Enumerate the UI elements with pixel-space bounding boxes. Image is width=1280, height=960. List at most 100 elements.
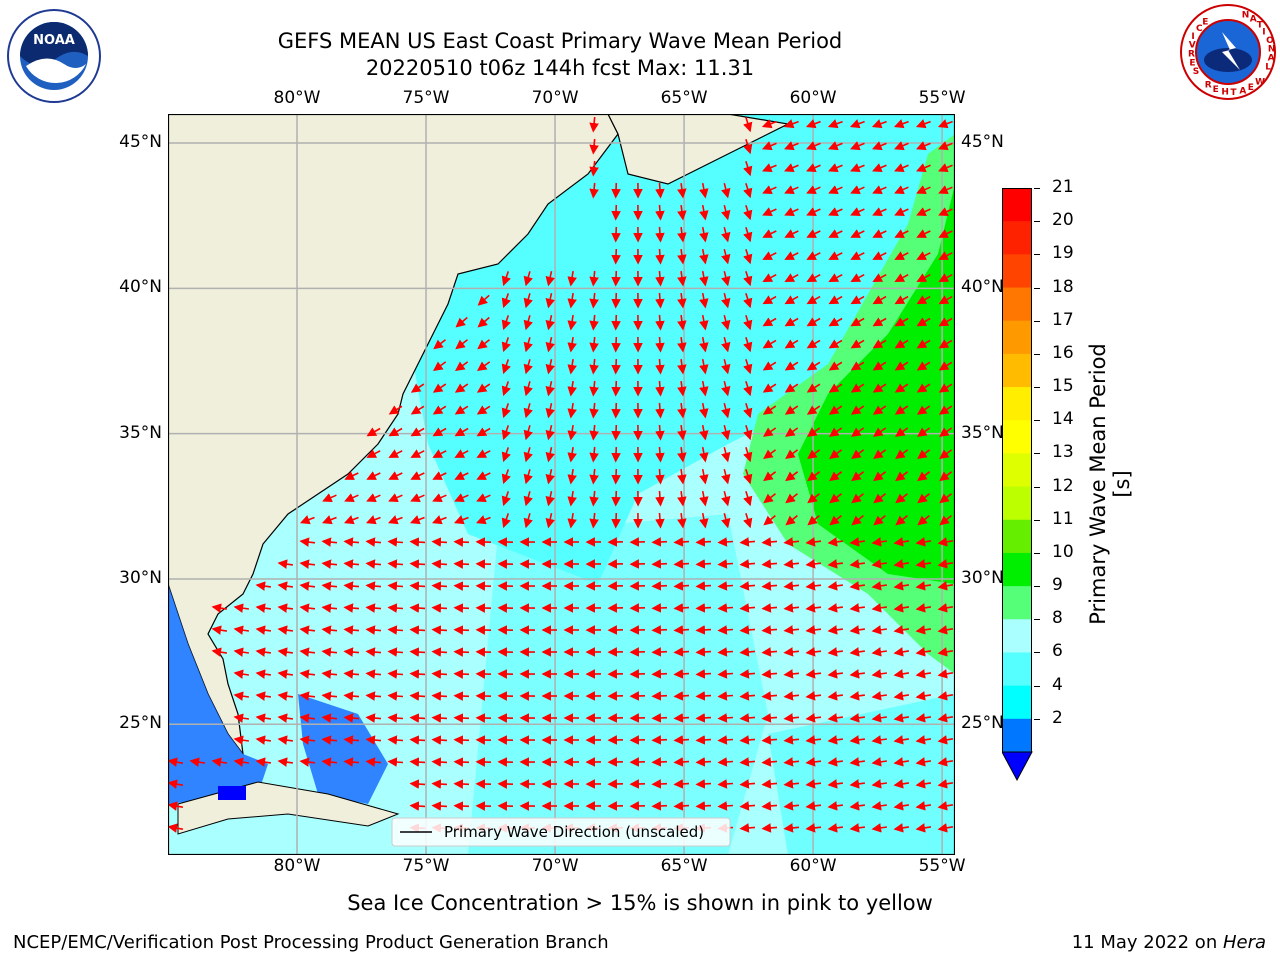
wave-arrow: [523, 447, 533, 463]
wave-arrow: [938, 405, 953, 415]
wave-arrow: [410, 449, 425, 458]
wave-arrow: [655, 512, 665, 529]
wave-arrow: [871, 669, 888, 679]
lon-tick-label: 55°W: [918, 856, 966, 876]
wave-arrow: [937, 713, 954, 723]
colorbar-tick-label: 19: [1052, 243, 1074, 264]
wave-arrow: [255, 581, 272, 591]
colorbar-tick-label: 6: [1052, 641, 1063, 662]
wave-arrow: [894, 251, 909, 260]
wave-arrow: [895, 449, 909, 460]
colorbar-segment: [1002, 320, 1032, 355]
wave-arrow: [894, 361, 909, 371]
wave-arrow: [806, 185, 821, 194]
wave-arrow: [545, 381, 555, 397]
map-legend: Primary Wave Direction (unscaled): [391, 817, 731, 847]
wave-arrow: [321, 647, 338, 657]
wave-arrow: [433, 339, 446, 350]
wave-arrow: [739, 801, 756, 811]
wave-arrow: [611, 490, 621, 507]
colorbar-segment: [1002, 387, 1032, 421]
wave-arrow: [785, 493, 798, 504]
wave-arrow: [299, 735, 316, 745]
wave-arrow: [655, 490, 665, 507]
wave-arrow: [872, 383, 887, 393]
wave-arrow: [806, 361, 821, 371]
wave-arrow: [695, 713, 712, 723]
wave-arrow: [431, 757, 448, 767]
wave-arrow: [784, 273, 799, 283]
lon-tick-label: 80°W: [273, 88, 321, 108]
wave-arrow: [300, 515, 315, 525]
wave-arrow: [545, 359, 555, 375]
wave-arrow: [938, 383, 953, 393]
wave-arrow: [894, 163, 909, 173]
wave-arrow: [721, 513, 731, 529]
footer-date: 11 May 2022 on: [1071, 932, 1223, 953]
colorbar-tick-label: 18: [1052, 276, 1074, 297]
wave-arrow: [589, 358, 599, 375]
wave-arrow: [651, 691, 668, 701]
wave-arrow: [523, 293, 533, 309]
wave-arrow: [655, 424, 665, 441]
wave-arrow: [762, 427, 777, 437]
wave-arrow: [828, 229, 843, 238]
wave-arrow: [849, 735, 866, 745]
colorbar-tick-label: 14: [1052, 409, 1074, 430]
wave-arrow: [168, 823, 184, 833]
wave-arrow: [611, 468, 621, 485]
wave-arrow: [677, 380, 687, 397]
wave-arrow: [455, 361, 469, 372]
wave-arrow: [938, 339, 953, 349]
wave-arrow: [567, 468, 577, 485]
wave-arrow: [915, 801, 932, 811]
wave-arrow: [410, 471, 425, 480]
wave-arrow: [916, 383, 931, 393]
wave-arrow: [409, 757, 426, 767]
colorbar-segment: [1002, 453, 1032, 488]
wave-arrow: [255, 691, 272, 701]
wave-arrow: [937, 757, 954, 767]
wave-arrow: [762, 185, 777, 194]
colorbar-segment: [1002, 619, 1032, 654]
wave-arrow: [783, 713, 800, 723]
wave-arrow: [784, 163, 799, 173]
wave-arrow: [938, 295, 953, 305]
wave-arrow: [409, 735, 426, 745]
wave-arrow: [476, 471, 491, 480]
colorbar-segment: [1002, 420, 1032, 455]
wave-arrow: [677, 270, 687, 287]
wave-arrow: [255, 713, 272, 723]
wave-arrow: [611, 358, 621, 375]
wave-arrow: [717, 647, 734, 657]
wave-arrow: [849, 119, 865, 129]
wave-arrow: [299, 647, 316, 657]
wave-arrow: [784, 383, 799, 393]
wave-arrow: [762, 361, 777, 371]
wave-arrow: [454, 471, 469, 480]
wave-arrow: [655, 314, 665, 331]
wave-arrow: [828, 317, 843, 327]
wave-arrow: [277, 625, 294, 635]
wave-arrow: [365, 581, 382, 591]
wave-arrow: [432, 515, 447, 525]
wave-arrow: [343, 537, 360, 547]
wave-arrow: [849, 757, 866, 767]
wave-arrow: [432, 427, 447, 437]
wave-arrow: [761, 119, 777, 129]
wave-arrow: [651, 735, 668, 745]
wave-arrow: [611, 270, 621, 287]
wave-arrow: [432, 471, 447, 480]
wave-arrow: [937, 119, 953, 129]
wave-arrow: [453, 625, 470, 635]
wave-arrow: [453, 691, 470, 701]
wave-arrow: [589, 380, 599, 397]
wave-arrow: [784, 317, 799, 327]
wave-arrow: [699, 226, 709, 243]
wave-arrow: [806, 317, 821, 327]
wave-arrow: [717, 537, 734, 547]
wave-arrow: [915, 735, 932, 745]
wave-arrow: [409, 603, 426, 613]
wave-arrow: [873, 493, 886, 504]
wave-arrow: [828, 295, 843, 305]
